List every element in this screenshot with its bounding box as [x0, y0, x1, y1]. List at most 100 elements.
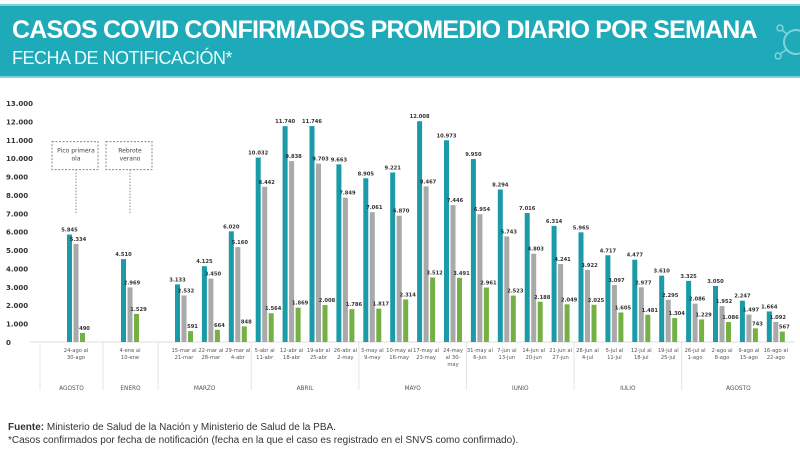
bar-pba: [739, 300, 745, 342]
data-label: 1.092: [770, 315, 787, 321]
data-label: 7.061: [366, 205, 383, 211]
bar-interior-pba: [752, 328, 758, 342]
bar-amba-40: [423, 186, 429, 342]
month-label: AGOSTO: [726, 386, 751, 390]
data-label: 591: [187, 324, 198, 330]
virus-icon: [774, 24, 800, 60]
bar-amba-40: [665, 299, 671, 342]
bar-pba: [390, 172, 396, 342]
data-label: 8.467: [420, 179, 437, 185]
y-tick-label: 6.000: [6, 229, 28, 237]
data-label: 2.247: [734, 294, 751, 300]
data-label: 8.905: [358, 171, 375, 177]
data-label: 490: [79, 326, 90, 332]
bar-pba: [686, 280, 692, 342]
bar-amba-40: [73, 243, 79, 342]
annotation-text: verano: [120, 156, 141, 163]
x-tick-label: 10-may al: [386, 348, 412, 354]
data-label: 8.294: [492, 183, 509, 189]
data-label: 8.442: [258, 180, 275, 186]
bar-amba-40: [611, 285, 617, 342]
source-text: Ministerio de Salud de la Nación y Minis…: [44, 422, 336, 433]
data-label: 2.188: [534, 295, 551, 301]
bar-pba: [255, 157, 261, 342]
bar-pba: [201, 266, 207, 342]
data-label: 1.481: [642, 308, 659, 314]
y-tick-label: 1.000: [6, 321, 28, 329]
month-label: AGOSTO: [59, 386, 84, 390]
month-label: MAYO: [404, 386, 421, 390]
bar-interior-pba: [483, 287, 489, 342]
bar-interior-pba: [268, 313, 274, 342]
data-label: 5.845: [61, 228, 78, 234]
data-label: 1.229: [695, 312, 712, 318]
bar-pba: [363, 178, 369, 342]
data-label: 2.532: [178, 288, 195, 294]
bar-interior-pba: [134, 313, 139, 342]
month-label: MARZO: [194, 386, 216, 390]
bar-amba-40: [531, 253, 537, 342]
data-label: 1.605: [615, 305, 632, 311]
x-tick-label: 5-jul al: [606, 348, 624, 354]
x-tick-label: 21-jun al: [549, 348, 572, 354]
data-label: 5.160: [232, 240, 249, 246]
bar-amba-40: [719, 306, 725, 342]
x-tick-label: 21-mar: [175, 355, 195, 361]
x-tick-label: 4-ene al: [119, 348, 140, 354]
x-tick-label: 13-jun: [499, 355, 516, 361]
bar-amba-40: [558, 264, 564, 342]
bar-pba: [524, 213, 530, 342]
x-tick-label: 27-jun: [552, 355, 569, 361]
data-label: 1.817: [373, 302, 390, 308]
data-label: 6.314: [546, 219, 563, 225]
x-tick-label: 19-jul al: [658, 348, 679, 354]
bar-pba: [632, 259, 638, 342]
bar-interior-pba: [295, 307, 301, 342]
bar-amba-40: [235, 247, 241, 342]
x-tick-label: 9-may: [364, 355, 380, 361]
x-tick-label: 24-ago al: [64, 348, 88, 354]
x-tick-label: 22-mar al: [198, 348, 223, 354]
bar-interior-pba: [510, 295, 516, 342]
bar-amba-40: [450, 205, 456, 342]
month-label: JUNIO: [511, 386, 529, 390]
bar-interior-pba: [645, 314, 651, 342]
x-tick-label: 29-mar al: [225, 348, 250, 354]
y-tick-label: 2.000: [6, 302, 28, 310]
bar-amba-40: [289, 161, 295, 342]
x-tick-label: 20-jun: [525, 355, 542, 361]
y-tick-label: 3.000: [6, 284, 28, 292]
data-label: 4.803: [527, 247, 544, 253]
bar-amba-40: [208, 278, 214, 342]
bar-amba-40: [127, 287, 133, 342]
data-label: 2.969: [124, 280, 141, 286]
bar-pba: [444, 140, 449, 342]
data-label: 7.446: [447, 198, 464, 204]
x-tick-label: 25-jul: [661, 355, 676, 361]
bar-pba: [766, 311, 772, 342]
bar-pba: [578, 232, 584, 342]
data-label: 2.295: [662, 293, 679, 299]
annotation-box: [51, 141, 99, 171]
x-tick-label: 28-jun al: [576, 348, 599, 354]
x-tick-label: 12-jul al: [631, 348, 652, 354]
data-label: 5.743: [501, 229, 518, 235]
data-label: 1.086: [722, 315, 739, 321]
bar-pba: [470, 159, 476, 342]
data-label: 6.870: [393, 209, 410, 215]
bar-amba-40: [396, 215, 402, 342]
bar-interior-pba: [430, 277, 436, 342]
data-label: 4.510: [115, 252, 132, 258]
x-tick-label: 15-mar al: [171, 348, 196, 354]
annotation-text: Pico primera: [57, 148, 95, 155]
x-tick-label: 18-abr: [283, 355, 301, 361]
data-label: 3.922: [581, 263, 598, 269]
x-tick-label: 26-jul al: [685, 348, 706, 354]
data-label: 1.529: [130, 307, 147, 313]
bar-pba: [175, 284, 180, 342]
bar-amba-40: [262, 186, 268, 342]
x-tick-label: 17-may al: [413, 348, 439, 354]
x-tick-label: 30-ago: [67, 355, 85, 361]
month-label: JULIO: [619, 386, 636, 390]
data-label: 2.025: [588, 298, 605, 304]
